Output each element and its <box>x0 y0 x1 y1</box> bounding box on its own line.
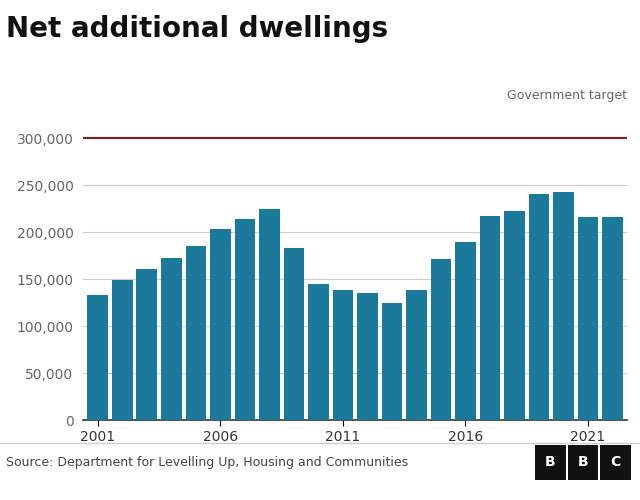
Bar <box>479 216 500 420</box>
Bar <box>284 248 305 420</box>
Bar <box>553 192 574 420</box>
Bar <box>136 269 157 420</box>
Text: C: C <box>611 456 621 469</box>
Bar <box>210 230 231 420</box>
Bar <box>406 290 427 420</box>
Bar <box>431 260 451 420</box>
Bar <box>381 302 403 420</box>
Bar <box>602 217 623 420</box>
Bar <box>186 246 206 420</box>
Bar <box>88 295 108 420</box>
Bar <box>577 217 598 420</box>
Bar <box>529 194 549 420</box>
Bar <box>455 242 476 420</box>
Text: Government target: Government target <box>508 90 627 102</box>
Bar <box>504 212 525 420</box>
Bar <box>308 284 329 420</box>
Bar <box>259 208 280 420</box>
Text: B: B <box>545 456 556 469</box>
Bar <box>112 280 133 420</box>
Text: Net additional dwellings: Net additional dwellings <box>6 15 388 43</box>
Bar <box>333 290 353 420</box>
Bar <box>161 258 182 420</box>
Text: B: B <box>578 456 588 469</box>
Text: Source: Department for Levelling Up, Housing and Communities: Source: Department for Levelling Up, Hou… <box>6 456 408 469</box>
Bar <box>234 219 255 420</box>
Bar <box>357 293 378 420</box>
